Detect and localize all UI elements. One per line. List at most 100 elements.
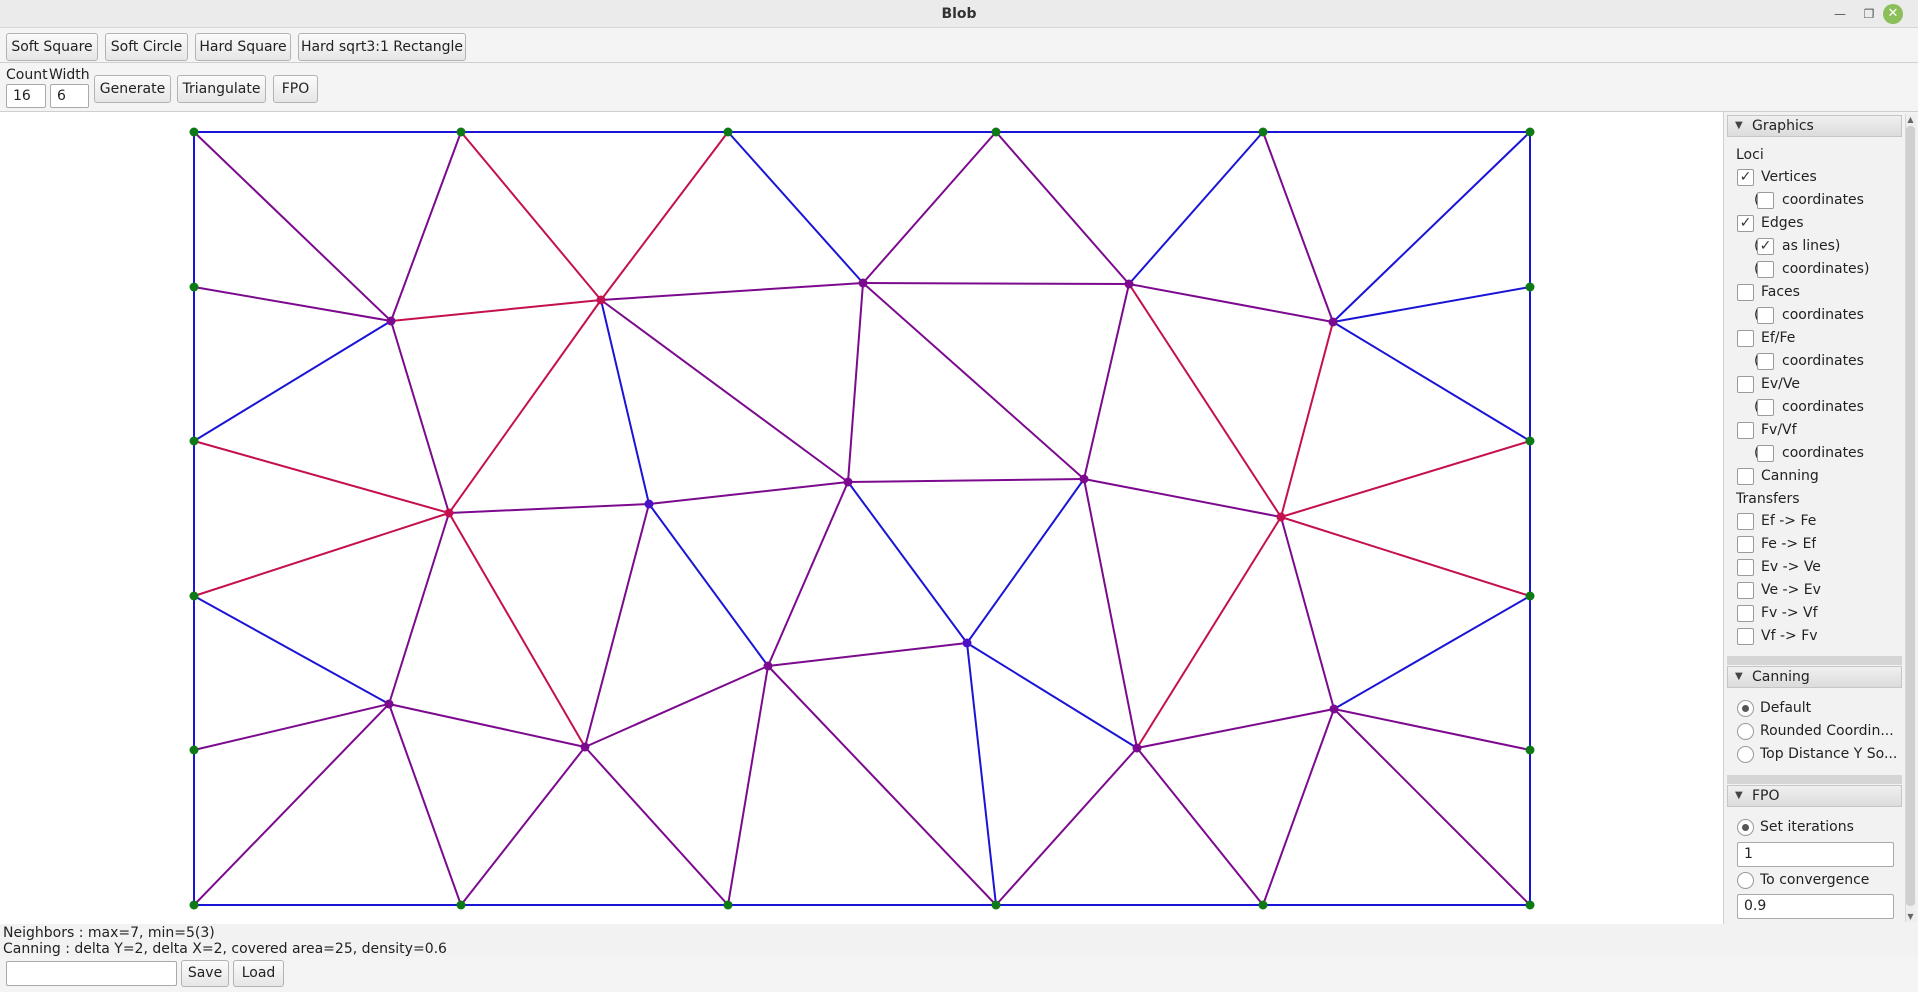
transfer-ev-ve-label: Ev -> Ve	[1761, 559, 1821, 575]
maximize-icon[interactable]: ❐	[1863, 7, 1875, 21]
minimize-icon[interactable]: —	[1834, 7, 1846, 21]
mesh-edge	[1128, 131, 1264, 285]
graphics-section-header[interactable]: ▼ Graphics	[1727, 115, 1902, 137]
mesh-vertex	[723, 127, 733, 137]
faces-coordinates-checkbox[interactable]	[1757, 307, 1774, 324]
mesh-vertex	[189, 900, 199, 910]
vertices-checkbox[interactable]: ✓	[1737, 169, 1754, 186]
mesh-edge	[1083, 283, 1130, 480]
mesh-edge	[193, 320, 392, 442]
transfer-fv-vf-checkbox[interactable]	[1737, 605, 1754, 622]
mesh-edge	[767, 642, 968, 667]
scroll-down-icon[interactable]: ▼	[1907, 912, 1914, 921]
mesh-edge	[862, 282, 1085, 480]
mesh-edge	[1332, 321, 1531, 442]
ev-ve-checkbox[interactable]	[1737, 376, 1754, 393]
expand-triangle-icon: ▼	[1735, 120, 1743, 131]
mesh-edge	[1280, 440, 1531, 518]
fv-vf-coordinates-checkbox[interactable]	[1757, 445, 1774, 462]
mesh-edge	[1262, 131, 1334, 323]
mesh-vertex	[189, 436, 199, 446]
fpo-section-header[interactable]: ▼ FPO	[1727, 785, 1902, 807]
set-iterations-radio[interactable]	[1737, 819, 1754, 836]
transfer-fe-ef-checkbox[interactable]	[1737, 536, 1754, 553]
canning-section-header[interactable]: ▼ Canning	[1727, 666, 1902, 688]
mesh-edge	[862, 282, 1130, 285]
paren: (	[1754, 353, 1759, 369]
mesh-edge	[193, 595, 390, 705]
fv-vf-checkbox[interactable]	[1737, 422, 1754, 439]
hard-square-button[interactable]: Hard Square	[195, 33, 291, 61]
vertices-coordinates-checkbox[interactable]	[1757, 192, 1774, 209]
canning-default-radio[interactable]	[1737, 700, 1754, 717]
transfer-ef-fe-checkbox[interactable]	[1737, 513, 1754, 530]
transfer-fv-vf-label: Fv -> Vf	[1761, 605, 1818, 621]
mesh-edge	[1083, 478, 1138, 749]
triangulate-button[interactable]: Triangulate	[177, 75, 266, 103]
width-input[interactable]: 6	[50, 84, 89, 108]
mesh-canvas[interactable]	[0, 112, 1724, 924]
mesh-vertex	[1525, 745, 1535, 755]
iterations-input[interactable]: 1	[1737, 842, 1894, 867]
ef-fe-coordinates-checkbox[interactable]	[1757, 353, 1774, 370]
scroll-thumb[interactable]	[1906, 126, 1915, 906]
scroll-up-icon[interactable]: ▲	[1907, 115, 1914, 124]
soft-square-button[interactable]: Soft Square	[6, 33, 98, 61]
mesh-edge	[1136, 747, 1264, 906]
mesh-edge	[1333, 595, 1531, 710]
mesh-edge	[390, 131, 462, 322]
mesh-edge	[727, 665, 769, 906]
mesh-edge	[648, 481, 849, 505]
mesh-vertex	[991, 127, 1001, 137]
mesh-vertex	[991, 900, 1001, 910]
transfer-fe-ef-label: Fe -> Ef	[1761, 536, 1817, 552]
transfer-ev-ve-checkbox[interactable]	[1737, 559, 1754, 576]
load-button[interactable]: Load	[233, 960, 284, 987]
convergence-input[interactable]: 0.9	[1737, 894, 1894, 919]
mesh-edge	[966, 642, 1138, 749]
canning-title: Canning	[1752, 669, 1810, 685]
hard-rectangle-button[interactable]: Hard sqrt3:1 Rectangle	[298, 33, 466, 61]
mesh-vertex	[1132, 743, 1142, 753]
mesh-edge	[448, 299, 602, 514]
fpo-button[interactable]: FPO	[273, 75, 318, 103]
to-convergence-radio[interactable]	[1737, 872, 1754, 889]
paren: (	[1754, 307, 1759, 323]
mesh-vertex	[1525, 900, 1535, 910]
mesh-edge	[1333, 708, 1531, 751]
ef-fe-checkbox[interactable]	[1737, 330, 1754, 347]
edges-checkbox[interactable]: ✓	[1737, 215, 1754, 232]
soft-circle-button[interactable]: Soft Circle	[105, 33, 188, 61]
mesh-vertex	[644, 499, 654, 509]
mesh-edge	[862, 131, 997, 284]
mesh-edge	[600, 282, 864, 301]
ev-ve-coordinates-checkbox[interactable]	[1757, 399, 1774, 416]
count-input[interactable]: 16	[6, 84, 46, 108]
transfers-label: Transfers	[1736, 491, 1800, 507]
faces-checkbox[interactable]	[1737, 284, 1754, 301]
mesh-edge	[388, 703, 586, 748]
canning-rounded-radio[interactable]	[1737, 723, 1754, 740]
filename-input[interactable]	[6, 961, 177, 986]
close-icon[interactable]: ✕	[1883, 4, 1903, 24]
mesh-edge	[847, 478, 1085, 483]
mesh-edge	[1136, 708, 1335, 749]
save-button[interactable]: Save	[181, 960, 229, 987]
mesh-vertex	[1079, 474, 1089, 484]
edges-coordinates-checkbox[interactable]	[1757, 261, 1774, 278]
edges-as-lines-checkbox[interactable]: ✓	[1757, 238, 1774, 255]
mesh-edge	[448, 512, 586, 748]
transfer-vf-fv-label: Vf -> Fv	[1761, 628, 1818, 644]
ef-fe-coordinates-label: coordinates	[1782, 353, 1864, 369]
transfer-ve-ev-label: Ve -> Ev	[1761, 582, 1821, 598]
canning-top-distance-radio[interactable]	[1737, 746, 1754, 763]
mesh-vertex	[189, 127, 199, 137]
canning-checkbox[interactable]	[1737, 468, 1754, 485]
transfer-ve-ev-checkbox[interactable]	[1737, 582, 1754, 599]
mesh-edge	[648, 503, 769, 667]
generate-toolbar	[0, 63, 1918, 112]
transfer-vf-fv-checkbox[interactable]	[1737, 628, 1754, 645]
mesh-vertex	[723, 900, 733, 910]
graphics-title: Graphics	[1752, 118, 1814, 134]
generate-button[interactable]: Generate	[94, 75, 171, 103]
